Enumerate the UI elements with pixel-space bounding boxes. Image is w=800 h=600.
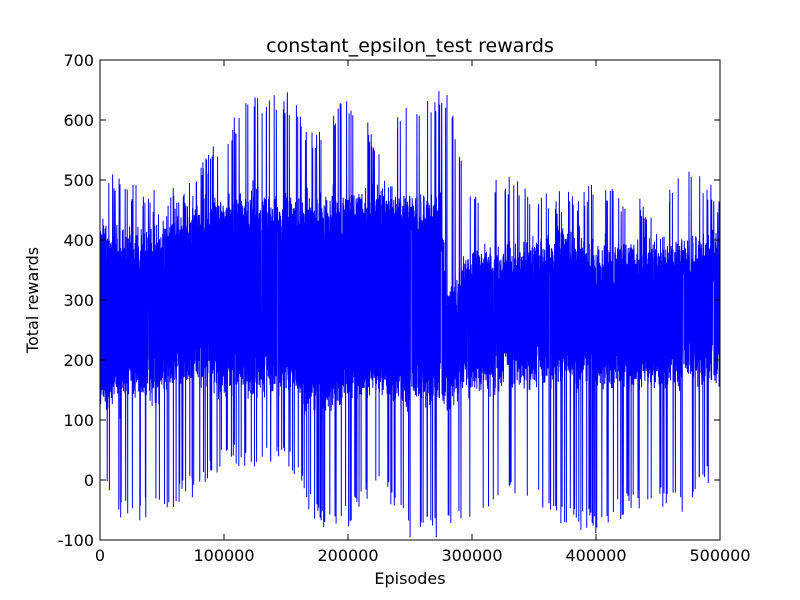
y-tick-label: 200 xyxy=(63,351,94,370)
y-tick-label: 0 xyxy=(84,471,94,490)
y-axis: -100 0 100 200 300 400 500 600 700 xyxy=(58,51,720,550)
y-tick-label: 600 xyxy=(63,111,94,130)
y-tick-label: 300 xyxy=(63,291,94,310)
x-tick-label: 500000 xyxy=(689,546,750,565)
x-axis: 0 100000 200000 300000 400000 500000 xyxy=(95,60,751,565)
x-tick-label: 100000 xyxy=(193,546,254,565)
y-tick-label: 100 xyxy=(63,411,94,430)
y-tick-label: 700 xyxy=(63,51,94,70)
x-axis-label: Episodes xyxy=(374,569,445,588)
chart-title: constant_epsilon_test rewards xyxy=(266,35,554,57)
y-tick-label: 400 xyxy=(63,231,94,250)
plot-data-layer xyxy=(99,91,721,538)
x-tick-label: 400000 xyxy=(565,546,626,565)
x-tick-label: 200000 xyxy=(317,546,378,565)
x-tick-label: 300000 xyxy=(441,546,502,565)
x-tick-label: 0 xyxy=(95,546,105,565)
y-tick-label: -100 xyxy=(58,531,94,550)
reward-series-line xyxy=(99,91,721,538)
y-tick-label: 500 xyxy=(63,171,94,190)
y-axis-label: Total rewards xyxy=(23,247,42,354)
